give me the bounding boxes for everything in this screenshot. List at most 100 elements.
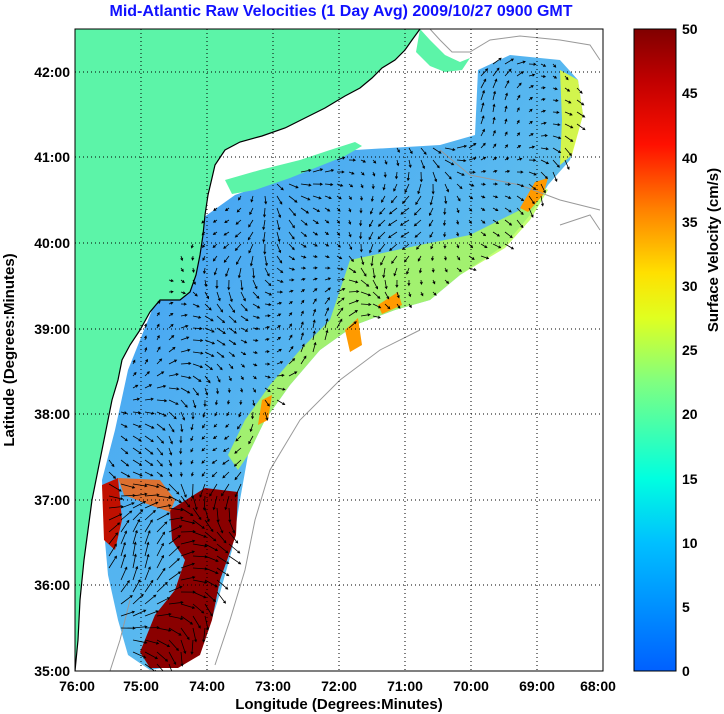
velocity-arrow (168, 335, 175, 341)
velocity-arrow (227, 399, 231, 405)
velocity-arrow (249, 207, 254, 216)
velocity-arrow (504, 105, 508, 113)
velocity-arrow (168, 312, 174, 317)
velocity-arrow (264, 350, 270, 354)
velocity-arrow (132, 501, 147, 509)
velocity-arrow (276, 325, 281, 329)
velocity-arrow (264, 387, 271, 393)
chart-title: Mid-Atlantic Raw Velocities (1 Day Avg) … (110, 3, 573, 20)
velocity-arrow (370, 255, 374, 267)
velocity-arrow (211, 471, 218, 478)
velocity-arrow (252, 279, 258, 290)
velocity-arrow (264, 267, 270, 277)
colorbar-tick-label: 10 (682, 535, 698, 551)
velocity-arrow (276, 361, 284, 365)
velocity-arrow (252, 363, 258, 367)
velocity-arrow (576, 99, 585, 106)
velocity-arrow (108, 471, 117, 479)
velocity-arrow (400, 231, 410, 238)
velocity-arrow (431, 267, 435, 273)
velocity-arrow (312, 207, 321, 212)
velocity-arrow (209, 483, 218, 497)
velocity-arrow (221, 483, 230, 497)
velocity-arrow (372, 159, 377, 164)
velocity-arrow (144, 335, 147, 341)
velocity-arrow (288, 358, 296, 365)
velocity-arrow (132, 541, 137, 557)
velocity-arrow (300, 277, 306, 281)
velocity-arrow (120, 411, 128, 415)
velocity-arrow (234, 471, 242, 481)
velocity-arrow (396, 147, 400, 153)
velocity-arrow (262, 207, 267, 218)
velocity-arrow (156, 639, 171, 647)
velocity-arrow (312, 254, 318, 258)
velocity-arrow (144, 358, 148, 365)
velocity-arrow (432, 171, 438, 183)
velocity-arrow (168, 516, 184, 521)
velocity-arrow (192, 627, 198, 643)
lon-tick-label: 76:00 (59, 678, 95, 694)
velocity-arrow (132, 579, 141, 593)
lon-tick-label: 72:00 (321, 678, 357, 694)
velocity-arrow (408, 291, 412, 298)
velocity-arrow (120, 595, 133, 605)
velocity-arrow (192, 315, 202, 319)
velocity-arrow (212, 243, 218, 248)
velocity-arrow (336, 219, 341, 224)
velocity-arrow (492, 243, 502, 249)
velocity-arrow (444, 195, 448, 205)
lon-tick-label: 73:00 (255, 678, 291, 694)
velocity-arrow (132, 359, 136, 365)
velocity-arrow (213, 423, 218, 428)
velocity-arrow (226, 411, 230, 417)
velocity-arrow (564, 159, 570, 170)
velocity-arrow (516, 71, 524, 77)
velocity-arrow (276, 255, 283, 264)
velocity-arrow (156, 495, 172, 500)
velocity-arrow (540, 63, 547, 67)
velocity-arrow (528, 145, 536, 149)
velocity-arrow (516, 183, 525, 188)
velocity-arrow (235, 219, 242, 225)
colorbar-tick-label: 5 (682, 599, 690, 615)
velocity-arrow (336, 183, 344, 187)
velocity-arrow (528, 171, 537, 176)
velocity-arrow (180, 562, 195, 569)
velocity-arrow (312, 243, 318, 247)
velocity-arrow (300, 289, 305, 293)
velocity-arrow (132, 435, 142, 442)
velocity-arrow (394, 171, 399, 180)
longitude-ticks: 76:00 75:00 74:00 73:00 72:00 71:00 70:0… (59, 678, 616, 694)
velocity-arrow (417, 255, 422, 262)
velocity-arrow (468, 207, 473, 212)
velocity-arrow (564, 123, 574, 129)
velocity-arrow (348, 183, 354, 188)
velocity-arrow (214, 411, 218, 417)
velocity-arrow (180, 627, 190, 641)
velocity-arrow (480, 156, 487, 161)
velocity-arrow (492, 129, 496, 137)
velocity-arrow (288, 183, 299, 189)
velocity-arrow (288, 334, 293, 341)
velocity-arrow (300, 168, 312, 173)
velocity-arrow (336, 243, 341, 248)
velocity-arrow (204, 327, 215, 333)
velocity-arrow (168, 399, 179, 405)
velocity-arrow (403, 255, 410, 263)
velocity-arrow (564, 111, 573, 116)
velocity-arrow (276, 231, 281, 243)
velocity-arrow (108, 543, 117, 557)
velocity-arrow (216, 351, 225, 358)
velocity-arrow (180, 576, 196, 581)
velocity-arrow (276, 195, 283, 205)
velocity-arrow (336, 156, 346, 161)
velocity-arrow (108, 555, 117, 569)
velocity-arrow (456, 144, 468, 149)
velocity-arrow (264, 314, 271, 318)
velocity-arrow (192, 507, 202, 521)
velocity-arrow (528, 85, 534, 89)
velocity-arrow (204, 555, 219, 562)
velocity-arrow (564, 135, 574, 142)
